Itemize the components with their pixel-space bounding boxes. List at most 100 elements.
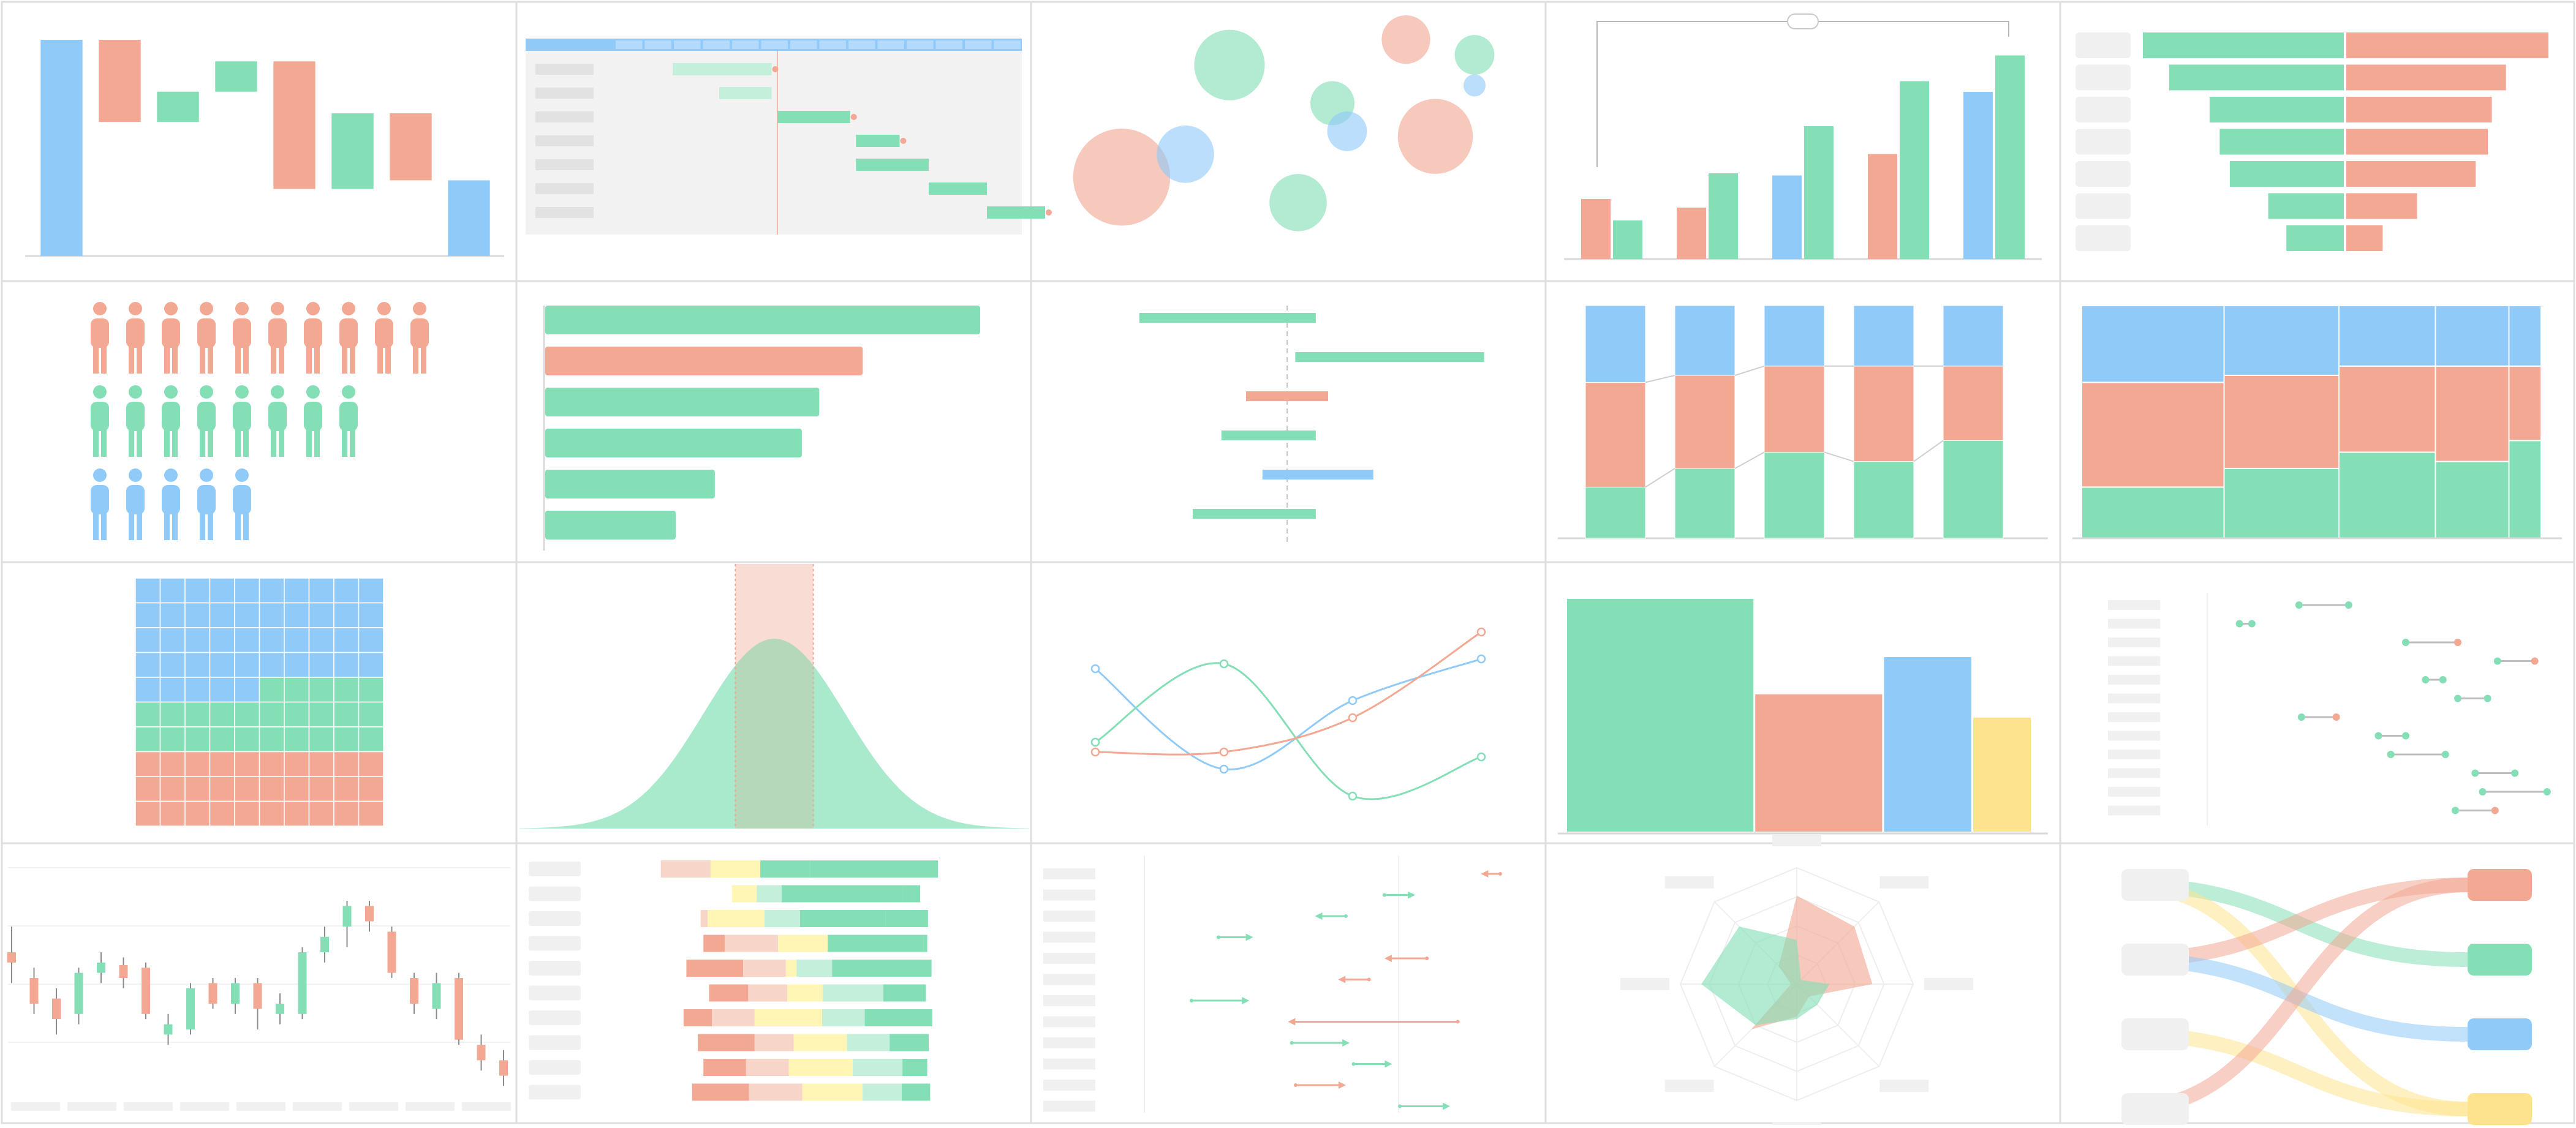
person-head bbox=[200, 302, 213, 315]
gantt-header-column bbox=[907, 40, 934, 49]
line-point bbox=[1348, 696, 1358, 705]
person-icon bbox=[304, 302, 322, 374]
person-icon bbox=[91, 302, 109, 374]
candle-body bbox=[387, 931, 396, 973]
waffle-cell bbox=[135, 800, 161, 827]
bubble-chart bbox=[1073, 15, 1495, 231]
waffle-cell bbox=[234, 726, 260, 753]
dumbbell-dot-start bbox=[2422, 676, 2430, 683]
range-bar bbox=[1295, 352, 1484, 362]
bubble-point bbox=[1194, 29, 1265, 100]
stacked-connector bbox=[1734, 451, 1765, 469]
waffle-cell bbox=[159, 577, 186, 604]
waffle-cell bbox=[308, 627, 334, 653]
person-icon bbox=[126, 385, 145, 457]
gantt-header-column bbox=[761, 40, 788, 49]
marimekko-segment bbox=[2081, 382, 2225, 488]
arrow-row-label bbox=[1043, 1037, 1095, 1048]
dumbbell-dot-end bbox=[2454, 639, 2462, 646]
marimekko-segment bbox=[2338, 305, 2436, 367]
person-leg bbox=[101, 509, 107, 540]
candle-date-label bbox=[236, 1102, 285, 1111]
waffle-cell bbox=[184, 652, 211, 678]
person-leg bbox=[243, 509, 249, 540]
arrow-tail bbox=[1290, 1041, 1294, 1045]
gantt-task-bar bbox=[673, 63, 772, 75]
likert-segment bbox=[778, 934, 828, 952]
arrow-tail bbox=[1294, 1083, 1297, 1087]
person-leg bbox=[101, 343, 107, 374]
stacked-segment bbox=[1674, 375, 1736, 469]
gantt-header-column bbox=[935, 40, 962, 49]
waffle-cell bbox=[135, 701, 161, 728]
likert-segment bbox=[692, 1083, 749, 1101]
gantt-header-column bbox=[790, 40, 817, 49]
candle-body bbox=[7, 952, 16, 963]
likert-row-label bbox=[529, 1085, 581, 1100]
waffle-cell bbox=[259, 776, 285, 802]
funnel-row-label bbox=[2076, 161, 2131, 187]
grouped-bar bbox=[1709, 173, 1738, 259]
waffle-cell bbox=[184, 776, 211, 802]
person-body bbox=[233, 318, 251, 348]
waffle-cell bbox=[234, 602, 260, 628]
person-leg bbox=[164, 509, 170, 540]
waffle-cell bbox=[159, 652, 186, 678]
person-head bbox=[164, 385, 178, 399]
stacked-segment bbox=[1853, 305, 1914, 367]
person-body bbox=[197, 318, 216, 348]
arrow-row-label bbox=[1043, 1080, 1095, 1091]
sankey-target-node bbox=[2468, 944, 2532, 976]
bubble-point bbox=[1397, 99, 1473, 174]
gantt-task-label bbox=[535, 111, 594, 122]
line-point bbox=[1476, 752, 1486, 762]
dumbbell-row-label bbox=[2108, 619, 2160, 629]
candle-date-label bbox=[462, 1102, 511, 1111]
likert-segment bbox=[748, 984, 788, 1002]
person-leg bbox=[137, 509, 142, 540]
arrow-row-label bbox=[1043, 953, 1095, 964]
likert-row-label bbox=[529, 886, 581, 901]
waffle-cell bbox=[333, 726, 360, 753]
person-leg bbox=[172, 343, 178, 374]
gantt-task-label bbox=[535, 64, 594, 75]
dumbbell-dot-end bbox=[2332, 713, 2340, 721]
marimekko-segment bbox=[2508, 305, 2542, 367]
waffle-cell bbox=[259, 577, 285, 604]
person-leg bbox=[129, 509, 134, 540]
waffle-cell bbox=[159, 776, 186, 802]
likert-row-label bbox=[529, 985, 581, 1001]
dumbbell-dot-end bbox=[2531, 657, 2539, 665]
gantt-header-column bbox=[994, 40, 1021, 49]
line-point bbox=[1219, 747, 1229, 757]
person-leg bbox=[129, 343, 134, 374]
likert-segment bbox=[810, 860, 939, 878]
person-icon bbox=[233, 385, 251, 457]
grouped-bar bbox=[1868, 154, 1897, 259]
dumbbell-dot-end bbox=[2402, 732, 2409, 740]
person-icon bbox=[197, 385, 216, 457]
person-head bbox=[129, 385, 142, 399]
stacked-segment bbox=[1585, 486, 1646, 539]
stacked-segment bbox=[1943, 305, 2004, 367]
stacked-connector bbox=[1645, 375, 1675, 383]
waffle-cell bbox=[358, 776, 384, 802]
horizontal-bar-chart bbox=[543, 306, 980, 551]
likert-segment bbox=[800, 910, 886, 927]
person-leg bbox=[137, 426, 142, 457]
waffle-cell bbox=[308, 677, 334, 703]
likert-segment bbox=[796, 960, 833, 977]
likert-segment bbox=[757, 885, 782, 903]
waffle-cell bbox=[135, 627, 161, 653]
person-icon bbox=[268, 385, 287, 457]
waffle-cell bbox=[284, 627, 310, 653]
horizontal-bar bbox=[545, 306, 980, 334]
dumbbell-dot-start bbox=[2295, 601, 2303, 609]
waffle-cell bbox=[308, 776, 334, 802]
funnel-right-bar bbox=[2346, 161, 2476, 187]
waffle-cell bbox=[135, 751, 161, 777]
funnel-row-label bbox=[2076, 193, 2131, 219]
person-leg bbox=[208, 426, 213, 457]
candle-body bbox=[142, 968, 150, 1014]
